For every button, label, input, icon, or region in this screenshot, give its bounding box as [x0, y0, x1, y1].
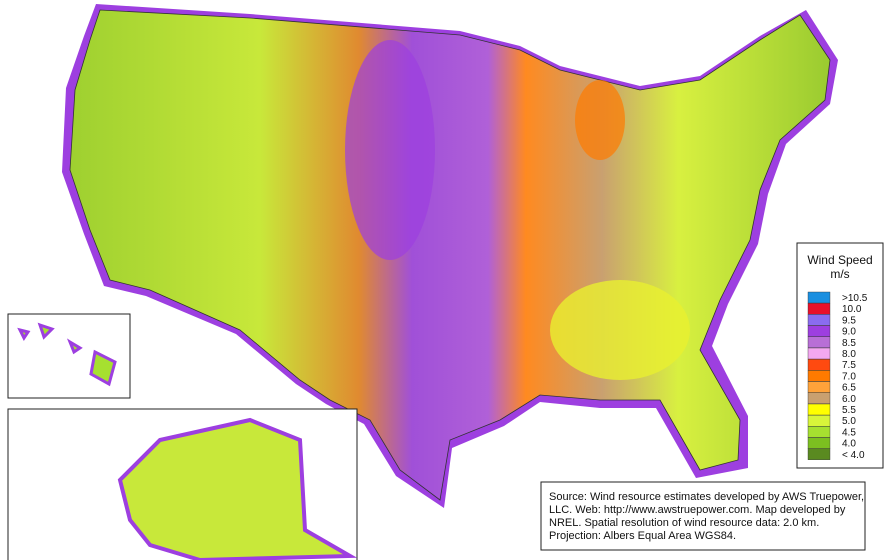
source-line: Projection: Albers Equal Area WGS84.	[549, 530, 736, 542]
legend-label: < 4.0	[842, 450, 865, 461]
legend-label: 10.0	[842, 304, 862, 315]
legend-label: 6.0	[842, 394, 856, 405]
legend-swatch	[807, 381, 831, 393]
legend-swatch	[807, 347, 831, 360]
legend-swatch	[807, 291, 831, 304]
legend-swatch	[807, 403, 831, 416]
conus	[62, 4, 838, 508]
legend-swatch	[807, 415, 831, 427]
alaska	[117, 417, 358, 560]
hawaii	[17, 322, 117, 387]
legend-label: 4.5	[842, 427, 856, 438]
source-note: Source: Wind resource estimates develope…	[540, 481, 866, 551]
source-line: NREL. Spatial resolution of wind resourc…	[549, 517, 819, 529]
legend-swatch	[807, 370, 831, 382]
source-line: LLC. Web: http://www.awstruepower.com. M…	[549, 504, 846, 516]
legend-label: 5.0	[842, 416, 856, 427]
great-lakes	[575, 80, 625, 160]
legend-label: 8.0	[842, 349, 856, 360]
legend-label: 6.5	[842, 383, 856, 394]
legend-swatch	[807, 448, 831, 460]
legend-label: 7.0	[842, 371, 856, 382]
legend-label: 8.5	[842, 338, 856, 349]
source-line: Source: Wind resource estimates develope…	[549, 491, 864, 503]
legend-label: 9.5	[842, 315, 856, 326]
legend-label: 4.0	[842, 439, 856, 450]
legend-swatch	[807, 325, 831, 337]
legend-swatch	[807, 336, 831, 348]
source-box	[540, 481, 866, 551]
legend-swatch	[807, 359, 831, 371]
legend: Wind Speed m/s >10.510.09.59.08.58.07.57…	[796, 242, 884, 469]
legend-label: 7.5	[842, 360, 856, 371]
high-plains	[345, 40, 435, 260]
legend-label: 5.5	[842, 405, 856, 416]
legend-swatch	[807, 303, 831, 315]
legend-swatch	[807, 437, 831, 449]
legend-swatch	[807, 392, 831, 404]
legend-label: >10.5	[842, 293, 868, 304]
southeast	[550, 280, 690, 380]
legend-label: 9.0	[842, 327, 856, 338]
legend-swatch	[807, 314, 831, 326]
hawaii-inset	[7, 313, 131, 399]
legend-swatch	[807, 426, 831, 438]
legend-title: Wind Speed	[807, 253, 872, 267]
legend-unit: m/s	[830, 267, 849, 281]
